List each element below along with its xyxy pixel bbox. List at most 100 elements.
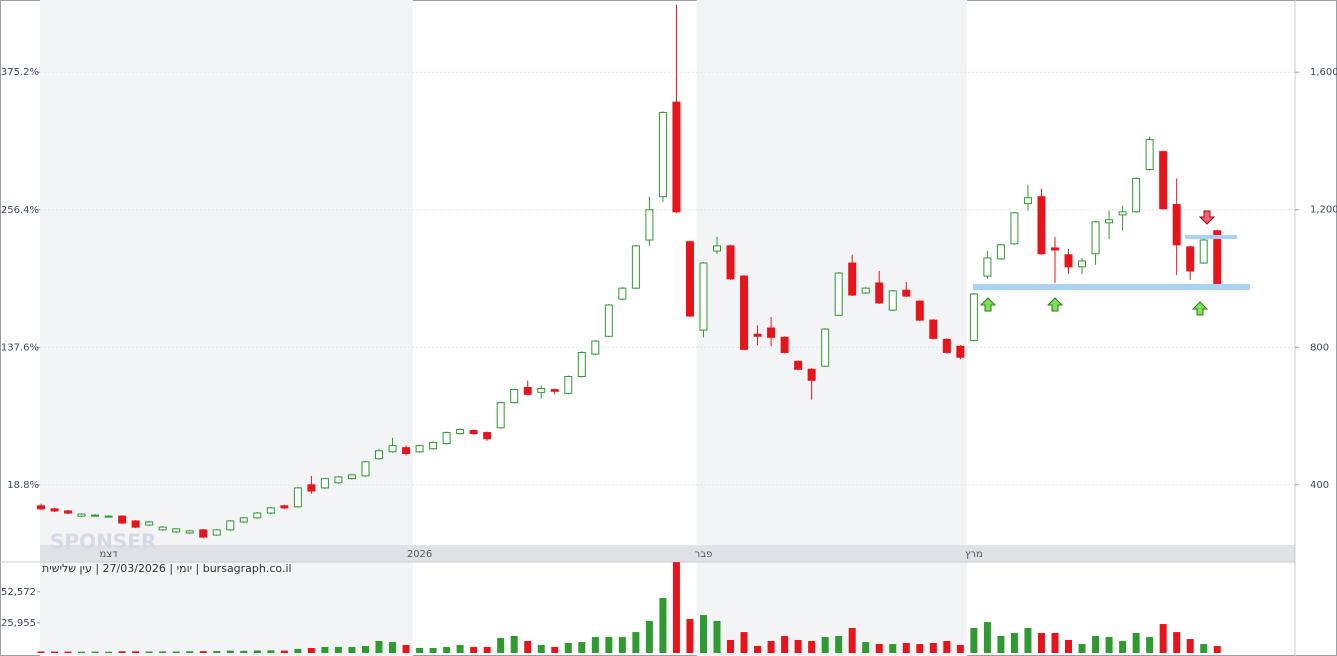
volume-bar [781, 636, 789, 653]
candle-body [740, 275, 749, 350]
candle-body [199, 529, 208, 538]
candle-body [726, 245, 735, 280]
candle-body [821, 328, 830, 367]
candle-body [1037, 196, 1046, 255]
volume-bar [578, 642, 586, 653]
candle-body [685, 241, 694, 317]
x-tick-label: פבר [695, 549, 713, 560]
candle-body [429, 442, 438, 450]
candle-body [91, 514, 100, 517]
candle-body [767, 327, 776, 338]
candle-body [375, 450, 383, 460]
candle-body [794, 360, 803, 370]
volume-bar [821, 637, 829, 653]
volume-bar [334, 646, 342, 653]
volume-bar [997, 636, 1005, 653]
candle-body [1078, 260, 1087, 268]
y-tick-label: 1,600 [1310, 67, 1337, 78]
volume-bar [645, 620, 653, 653]
volume-bar [740, 632, 748, 653]
volume-bar [443, 646, 451, 653]
candle-body [104, 515, 113, 518]
buy-arrow [979, 297, 997, 312]
volume-bar [659, 598, 667, 653]
volume-bar [875, 644, 883, 653]
x-tick-label: דצמ [100, 549, 119, 560]
candle-body [158, 526, 167, 531]
bands [40, 0, 968, 656]
volume-bar [456, 644, 464, 653]
y2-tick-label: 375.2% [1, 67, 39, 78]
volume-bar [929, 642, 937, 653]
volume-bar [618, 637, 626, 653]
info-text: יומי | 27/03/2026 | עין שלישית | bursagr… [42, 562, 292, 575]
volume-tick-label: 25,955 [1, 618, 36, 629]
volume-tick-label: 52,572 [1, 587, 36, 598]
x-tick-label: 2026 [407, 549, 432, 560]
candle-body [131, 520, 140, 528]
volume-bar [37, 651, 45, 653]
candle-body [1010, 212, 1019, 245]
volume-bar [483, 646, 491, 653]
volume-bar [240, 650, 248, 653]
candle-body [834, 272, 843, 316]
candle-body [1186, 246, 1195, 272]
volume-bar [1186, 639, 1194, 653]
volume-bar [591, 637, 599, 653]
volume-bar [429, 647, 437, 653]
volume-bar [1146, 637, 1154, 653]
candle-body [807, 368, 816, 381]
volume-bar [1173, 632, 1181, 653]
sell-arrow [1198, 210, 1216, 225]
volume-bar [375, 641, 383, 653]
volume-bar [1132, 632, 1140, 653]
candle-body [861, 287, 870, 294]
y2-tick-label: 256.4% [1, 205, 39, 216]
volume-bar [321, 646, 329, 653]
volume-bar [1037, 632, 1045, 653]
candle-body [564, 376, 573, 394]
plot: דצמ 2026 פבר מרץ 400 800 1,200 1,600 18.8% 137.6%… [1, 4, 1337, 653]
volume-bar [1119, 641, 1127, 653]
volume-bar [307, 647, 315, 653]
candle-body [280, 505, 289, 509]
volume-bar [902, 642, 910, 653]
date-strip [40, 545, 1295, 562]
candle-body [631, 245, 640, 289]
candle-body [523, 387, 532, 395]
candle-body [753, 333, 762, 337]
volume-bar [713, 620, 721, 653]
volume-bar [916, 644, 924, 653]
candle-body [915, 300, 924, 321]
volume-bar [672, 562, 680, 653]
volume-bar [727, 639, 735, 653]
volume-bar [862, 642, 870, 653]
y-tick-label: 800 [1310, 342, 1329, 353]
volume-bar [132, 651, 140, 653]
candle-body [1051, 247, 1059, 251]
candle-body [64, 510, 73, 514]
volume-bar [416, 647, 424, 653]
candle-body [658, 111, 667, 198]
volume-bar [1200, 644, 1208, 653]
volume-bar [943, 641, 951, 653]
volume-bar [605, 637, 613, 653]
candle-body [1199, 239, 1208, 264]
candle-body [888, 290, 897, 311]
volume-bar [267, 650, 275, 653]
volume-bar [497, 637, 505, 653]
volume-bar [767, 641, 775, 653]
volume-bar [91, 651, 99, 653]
candle-body [50, 508, 59, 512]
candle-body [1091, 221, 1100, 255]
candle-body [1159, 151, 1168, 210]
volume-bar [956, 644, 964, 653]
period-band [40, 0, 413, 545]
candle-body [469, 429, 478, 435]
candle-body [361, 461, 370, 477]
volume-bar [78, 651, 86, 653]
candle-body [1023, 197, 1032, 205]
candle-body [239, 517, 248, 523]
candle-body [510, 389, 519, 404]
